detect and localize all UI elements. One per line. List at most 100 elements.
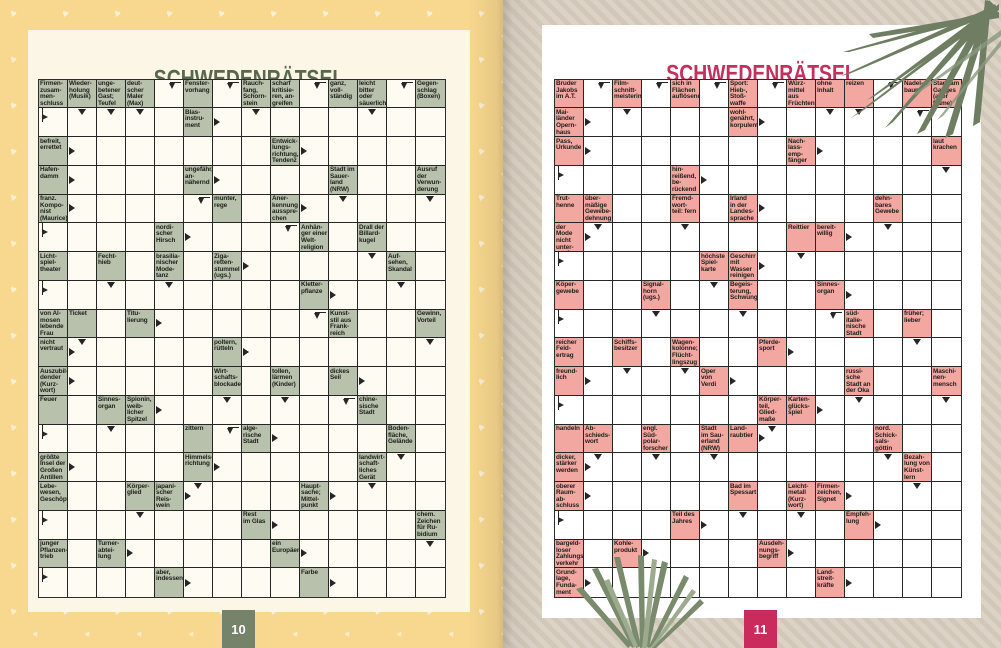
answer-cell[interactable] [670, 424, 700, 454]
answer-cell[interactable] [328, 280, 358, 310]
answer-cell[interactable] [612, 280, 642, 310]
answer-cell[interactable] [641, 137, 671, 166]
answer-cell[interactable] [786, 367, 816, 396]
answer-cell[interactable] [241, 280, 271, 310]
answer-cell[interactable] [786, 108, 816, 137]
answer-cell[interactable] [67, 338, 97, 367]
answer-cell[interactable] [386, 309, 416, 339]
answer-cell[interactable] [212, 510, 242, 540]
answer-cell[interactable] [554, 309, 584, 339]
answer-cell[interactable] [757, 568, 787, 597]
answer-cell[interactable] [757, 367, 787, 396]
answer-cell[interactable] [641, 367, 671, 396]
answer-cell[interactable] [386, 165, 416, 195]
answer-cell[interactable] [902, 223, 932, 252]
answer-cell[interactable] [612, 309, 642, 339]
answer-cell[interactable] [873, 223, 903, 252]
answer-cell[interactable] [125, 194, 155, 224]
answer-cell[interactable] [357, 137, 387, 166]
answer-cell[interactable] [154, 424, 184, 454]
answer-cell[interactable] [357, 165, 387, 195]
answer-cell[interactable] [328, 568, 358, 597]
answer-cell[interactable] [699, 280, 729, 310]
answer-cell[interactable] [386, 137, 416, 166]
answer-cell[interactable] [299, 79, 329, 109]
answer-cell[interactable] [902, 194, 932, 224]
answer-cell[interactable] [699, 223, 729, 252]
answer-cell[interactable] [844, 223, 874, 252]
answer-cell[interactable] [212, 568, 242, 597]
answer-cell[interactable] [815, 395, 845, 425]
answer-cell[interactable] [583, 395, 613, 425]
answer-cell[interactable] [67, 395, 97, 425]
answer-cell[interactable] [583, 137, 613, 166]
answer-cell[interactable] [554, 165, 584, 195]
answer-cell[interactable] [154, 338, 184, 367]
answer-cell[interactable] [757, 137, 787, 166]
answer-cell[interactable] [728, 453, 758, 482]
answer-cell[interactable] [902, 165, 932, 195]
answer-cell[interactable] [670, 309, 700, 339]
answer-cell[interactable] [931, 280, 961, 310]
answer-cell[interactable] [96, 137, 126, 166]
answer-cell[interactable] [241, 309, 271, 339]
answer-cell[interactable] [844, 453, 874, 482]
answer-cell[interactable] [154, 539, 184, 569]
answer-cell[interactable] [902, 108, 932, 137]
answer-cell[interactable] [38, 280, 68, 310]
answer-cell[interactable] [154, 137, 184, 166]
answer-cell[interactable] [415, 424, 445, 454]
answer-cell[interactable] [96, 280, 126, 310]
answer-cell[interactable] [328, 395, 358, 425]
answer-cell[interactable] [757, 453, 787, 482]
answer-cell[interactable] [728, 539, 758, 569]
answer-cell[interactable] [583, 223, 613, 252]
answer-cell[interactable] [786, 252, 816, 281]
answer-cell[interactable] [728, 568, 758, 597]
answer-cell[interactable] [357, 108, 387, 137]
answer-cell[interactable] [612, 252, 642, 281]
answer-cell[interactable] [183, 338, 213, 367]
answer-cell[interactable] [212, 79, 242, 109]
answer-cell[interactable] [583, 280, 613, 310]
answer-cell[interactable] [183, 367, 213, 396]
answer-cell[interactable] [873, 482, 903, 511]
answer-cell[interactable] [786, 194, 816, 224]
answer-cell[interactable] [583, 108, 613, 137]
answer-cell[interactable] [583, 510, 613, 540]
answer-cell[interactable] [241, 367, 271, 396]
answer-cell[interactable] [670, 223, 700, 252]
answer-cell[interactable] [241, 137, 271, 166]
answer-cell[interactable] [815, 424, 845, 454]
answer-cell[interactable] [583, 568, 613, 597]
answer-cell[interactable] [612, 568, 642, 597]
answer-cell[interactable] [415, 223, 445, 252]
answer-cell[interactable] [902, 367, 932, 396]
answer-cell[interactable] [125, 137, 155, 166]
answer-cell[interactable] [154, 453, 184, 482]
answer-cell[interactable] [328, 482, 358, 511]
answer-cell[interactable] [931, 338, 961, 367]
answer-cell[interactable] [728, 309, 758, 339]
answer-cell[interactable] [415, 482, 445, 511]
answer-cell[interactable] [299, 395, 329, 425]
answer-cell[interactable] [844, 424, 874, 454]
answer-cell[interactable] [815, 338, 845, 367]
answer-cell[interactable] [415, 568, 445, 597]
answer-cell[interactable] [931, 108, 961, 137]
answer-cell[interactable] [728, 223, 758, 252]
answer-cell[interactable] [67, 539, 97, 569]
answer-cell[interactable] [154, 395, 184, 425]
answer-cell[interactable] [212, 280, 242, 310]
answer-cell[interactable] [844, 338, 874, 367]
answer-cell[interactable] [612, 453, 642, 482]
answer-cell[interactable] [873, 539, 903, 569]
answer-cell[interactable] [328, 137, 358, 166]
answer-cell[interactable] [212, 309, 242, 339]
answer-cell[interactable] [386, 108, 416, 137]
answer-cell[interactable] [415, 395, 445, 425]
answer-cell[interactable] [415, 338, 445, 367]
answer-cell[interactable] [815, 510, 845, 540]
answer-cell[interactable] [583, 338, 613, 367]
answer-cell[interactable] [270, 395, 300, 425]
